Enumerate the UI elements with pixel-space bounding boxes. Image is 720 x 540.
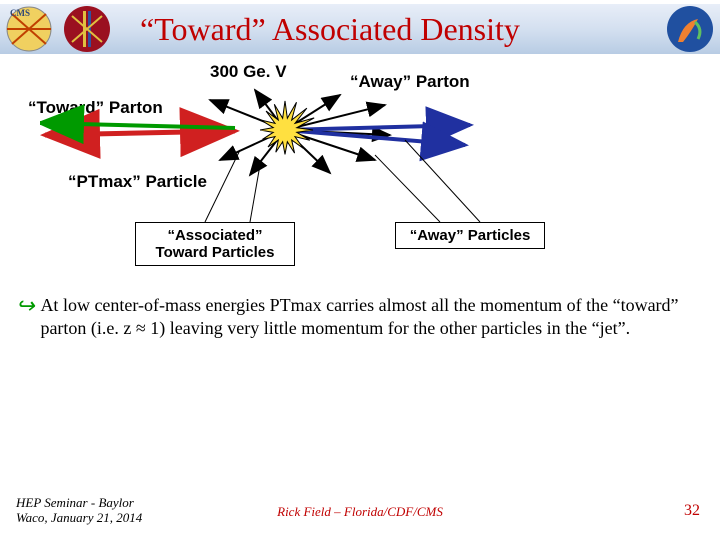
energy-label: 300 Ge. V	[210, 62, 287, 82]
bullet-text: At low center-of-mass energies PTmax car…	[40, 294, 704, 339]
parton-diagram	[40, 85, 490, 225]
bullet-row: ↪ At low center-of-mass energies PTmax c…	[16, 294, 704, 339]
florida-logo-icon	[663, 4, 718, 54]
associated-line1: “Associated”	[144, 227, 286, 244]
cms-logo-icon: CMS	[2, 4, 57, 54]
cdf-logo-icon	[60, 4, 115, 54]
header-bar: CMS “Toward” Associated Density	[0, 4, 720, 54]
svg-text:CMS: CMS	[10, 8, 30, 18]
associated-particles-box: “Associated” Toward Particles	[135, 222, 295, 266]
logo-group-left: CMS	[0, 4, 120, 54]
away-particles-box: “Away” Particles	[395, 222, 545, 249]
associated-line2: Toward Particles	[144, 244, 286, 261]
page-title: “Toward” Associated Density	[140, 11, 520, 48]
away-box-label: “Away” Particles	[410, 227, 531, 244]
page-number: 32	[684, 502, 700, 520]
bullet-arrow-icon: ↪	[16, 294, 34, 318]
footer-center: Rick Field – Florida/CDF/CMS	[0, 504, 720, 520]
